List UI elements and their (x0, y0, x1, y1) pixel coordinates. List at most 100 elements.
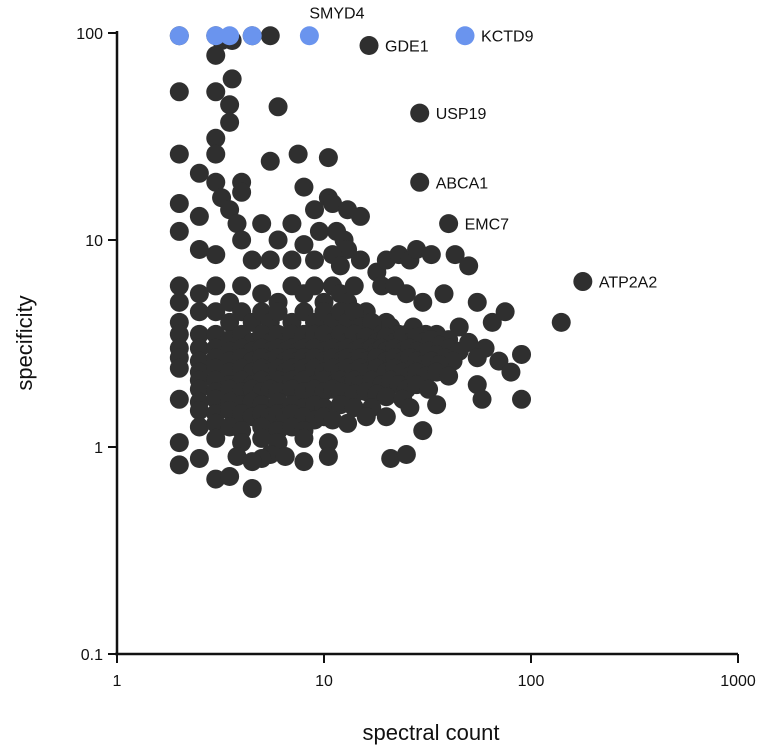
data-point (305, 200, 325, 220)
x-axis-title: spectral count (363, 720, 500, 745)
data-point (260, 250, 280, 270)
data-point (252, 214, 272, 234)
data-point (427, 395, 447, 415)
data-point (410, 103, 430, 123)
data-point (318, 446, 338, 466)
data-point (294, 177, 314, 197)
data-point (169, 194, 189, 214)
data-point (206, 82, 226, 102)
data-point (445, 245, 465, 265)
data-point (323, 410, 343, 430)
data-point (252, 284, 272, 304)
data-point (318, 148, 338, 168)
point-label: EMC7 (465, 217, 510, 234)
data-point (169, 433, 189, 453)
highlighted-data-point (242, 26, 262, 46)
data-point (232, 182, 252, 202)
data-point (350, 206, 370, 226)
highlighted-data-point (220, 26, 240, 46)
data-point (356, 407, 376, 427)
data-point (400, 398, 420, 418)
data-point (220, 467, 240, 487)
x-tick-label: 1000 (720, 673, 756, 690)
data-point (189, 401, 209, 421)
data-point (227, 446, 247, 466)
data-point (449, 317, 469, 337)
data-point (482, 312, 502, 332)
data-point (407, 239, 427, 259)
data-point (169, 144, 189, 164)
data-point (338, 413, 358, 433)
data-point (206, 172, 226, 192)
data-point (169, 455, 189, 475)
data-point (189, 163, 209, 183)
y-axis-ticks: 0.1 1 10 100 (76, 26, 117, 664)
data-point (227, 214, 247, 234)
data-point (396, 444, 416, 464)
data-point (189, 206, 209, 226)
data-point (169, 221, 189, 241)
data-point (169, 276, 189, 296)
y-tick-label: 1 (94, 440, 103, 457)
data-point (294, 452, 314, 472)
highlighted-data-point (455, 26, 475, 46)
data-point (268, 97, 288, 117)
data-point (419, 379, 439, 399)
highlighted-data-point (299, 26, 319, 46)
data-point (467, 375, 487, 395)
data-point (467, 292, 487, 312)
data-point (467, 348, 487, 368)
data-point (222, 69, 242, 89)
data-point (372, 276, 392, 296)
data-point (472, 389, 492, 409)
data-point (551, 312, 571, 332)
data-point (489, 351, 509, 371)
data-point (501, 362, 521, 382)
data-point (189, 448, 209, 468)
data-point (439, 366, 459, 386)
data-point (206, 428, 226, 448)
point-label: ATP2A2 (599, 275, 658, 292)
data-point (252, 428, 272, 448)
y-tick-label: 10 (85, 233, 103, 250)
data-point (376, 407, 396, 427)
data-point (294, 235, 314, 255)
data-point (459, 256, 479, 276)
data-point (439, 214, 459, 234)
data-point (309, 221, 329, 241)
data-point (305, 276, 325, 296)
data-point (206, 302, 226, 322)
data-point (318, 433, 338, 453)
data-point (396, 284, 416, 304)
data-point (189, 284, 209, 304)
data-point (206, 276, 226, 296)
data-point (573, 272, 593, 292)
point-label: KCTD9 (481, 29, 534, 46)
data-point (512, 344, 532, 364)
data-point (381, 448, 401, 468)
data-point (169, 82, 189, 102)
data-point (323, 194, 343, 214)
data-point (260, 151, 280, 171)
data-point (288, 144, 308, 164)
data-point (189, 239, 209, 259)
highlighted-data-point (206, 26, 226, 46)
data-point (242, 250, 262, 270)
axes: 1 10 100 1000 0.1 1 10 100 (76, 26, 756, 690)
data-point (359, 36, 379, 56)
x-tick-label: 100 (518, 673, 545, 690)
data-point (282, 214, 302, 234)
data-point (512, 389, 532, 409)
highlighted-data-point (169, 26, 189, 46)
data-point (220, 112, 240, 132)
data-point (350, 250, 370, 270)
data-point (434, 284, 454, 304)
y-tick-label: 0.1 (81, 647, 103, 664)
data-point (344, 302, 364, 322)
x-tick-label: 1 (113, 673, 122, 690)
data-point (189, 302, 209, 322)
data-point (189, 324, 209, 344)
data-point (294, 428, 314, 448)
data-point (344, 276, 364, 296)
